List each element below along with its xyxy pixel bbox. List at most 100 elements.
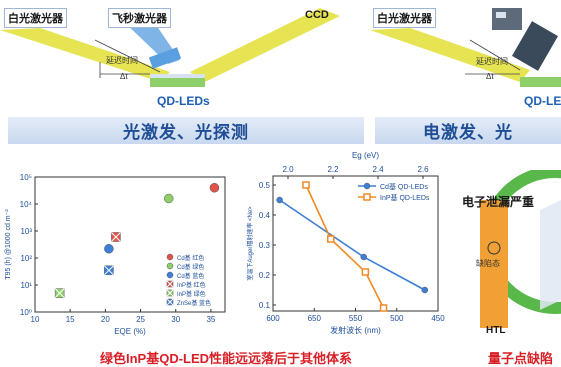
delay-arrow-line <box>94 39 161 73</box>
line-x-tick-label: 500 <box>390 314 404 323</box>
line-y-axis-label: 室温下Auger辐射速率 <Ne> <box>246 206 254 281</box>
defect-state-marker <box>487 241 501 255</box>
qd-led-device-right <box>520 77 561 87</box>
line-x-tick-label: 650 <box>308 314 322 323</box>
white-laser-label: 白光激光器 <box>4 8 67 28</box>
banner-electrical-text: 电激发、光 <box>423 123 513 142</box>
scatter-x-tick-label: 35 <box>206 315 215 324</box>
scatter-x-tick-label: 30 <box>171 315 180 324</box>
scatter-point <box>163 193 174 204</box>
right-delta-t-label: Δt <box>486 72 494 81</box>
scatter-legend-label: ZnSe基 蓝色 <box>177 299 211 307</box>
delta-t-label: Δt <box>120 72 128 81</box>
scatter-y-tick-label: 10² <box>20 254 32 263</box>
reflected-beam <box>190 8 340 82</box>
line-legend-label: Cd基 QD-LEDs <box>380 182 428 191</box>
line-point <box>421 286 429 294</box>
line-point <box>379 304 388 312</box>
line-y-tick-label: 0.1 <box>259 301 271 310</box>
bottom-right-title: 量子点缺陷 <box>488 351 554 366</box>
defect-state-label: 缺陷态 <box>476 259 500 268</box>
scatter-y-tick-label: 10⁴ <box>20 200 33 209</box>
bottom-left-title: 绿色InP基QD-LED性能远远落后于其他体系 <box>100 351 353 366</box>
scatter-x-tick-label: 15 <box>66 315 75 324</box>
scatter-legend-marker <box>166 262 174 270</box>
scatter-y-tick-label: 10³ <box>20 227 32 236</box>
fs-laser-label: 飞秒激光器 <box>108 8 171 28</box>
line-chart: Eg (eV) 2.0 2.2 2.4 2.6 600 650 550 500 450 发射波长 (… <box>246 151 445 335</box>
scatter-y-axis-label: T95 (h) @1000 cd m⁻² <box>5 209 12 280</box>
line-x-tick-label: 450 <box>431 314 445 323</box>
line-x-axis-label: 发射波长 (nm) <box>330 325 381 335</box>
qd-leds-label-left: QD-LEDs <box>157 94 210 108</box>
delay-time-label: 延迟时间 <box>106 56 138 65</box>
line-top-tick-label: 2.2 <box>327 165 339 174</box>
scatter-legend-marker <box>166 289 174 297</box>
scatter-legend-label: Cd基 红色 <box>177 254 204 262</box>
qd-led-device-left <box>150 77 205 87</box>
scatter-x-tick-label: 10 <box>31 315 40 324</box>
line-point <box>302 181 310 189</box>
line-y-tick-label: 0.3 <box>259 241 271 250</box>
line-point <box>276 196 283 204</box>
top-optics-illustration <box>0 8 561 87</box>
scatter-chart: 10 15 20 25 30 35 10⁰ 10¹ 10² 10³ 10⁴ 10⁵ EQE (%) T95… <box>5 173 226 336</box>
scatter-x-tick-label: 25 <box>136 315 145 324</box>
right-delay-time-label: 延迟时间 <box>476 57 508 66</box>
scatter-point <box>104 265 114 276</box>
scatter-point <box>104 244 114 254</box>
device-band-illustration <box>480 170 561 328</box>
line-series-path <box>305 184 385 309</box>
line-y-tick-label: 0.2 <box>259 271 271 280</box>
electron-leak-title: 电子泄漏严重 <box>462 195 535 209</box>
scatter-legend-marker <box>166 253 174 261</box>
line-point <box>327 235 335 243</box>
banner-optical-text: 光激发、光探测 <box>123 123 249 142</box>
white-laser-beam <box>0 28 170 82</box>
scatter-point <box>54 288 65 298</box>
line-top-tick-label: 2.0 <box>282 165 294 174</box>
scatter-y-tick-label: 10¹ <box>20 281 32 290</box>
line-top-axis-label: Eg (eV) <box>352 151 379 160</box>
line-legend-label: InP基 QD-LEDs <box>380 193 430 202</box>
scatter-point <box>111 232 121 242</box>
line-top-tick-label: 2.4 <box>372 165 384 174</box>
scatter-x-tick-label: 20 <box>101 315 110 324</box>
scatter-legend-marker <box>166 298 174 306</box>
line-legend: Cd基 QD-LEDs InP基 QD-LEDs <box>358 182 430 202</box>
line-y-tick-label: 0.4 <box>259 211 271 220</box>
scatter-plot-frame <box>34 176 226 313</box>
banner-optical-excitation: 光激发、光探测 <box>8 117 364 144</box>
scatter-point <box>209 182 220 193</box>
line-top-tick-label: 2.6 <box>417 165 429 174</box>
right-detector-box <box>492 8 522 30</box>
scatter-legend-label: InP基 红色 <box>177 281 206 289</box>
scatter-legend-label: InP基 绿色 <box>177 290 206 298</box>
qd-leds-label-right: QD-LE <box>524 94 561 108</box>
line-legend-marker <box>363 182 371 190</box>
scatter-legend-marker <box>166 271 174 279</box>
ccd-label: CCD <box>305 9 329 21</box>
scatter-legend-marker <box>166 280 174 288</box>
line-x-tick-label: 600 <box>266 314 280 323</box>
right-probe <box>512 21 558 71</box>
banner-electrical-excitation: 电激发、光 <box>375 117 561 144</box>
right-detector-screen <box>496 12 506 18</box>
fs-laser-head <box>148 47 182 69</box>
scatter-y-tick-label: 10⁵ <box>20 173 32 182</box>
line-point <box>361 268 370 276</box>
right-white-laser-label: 白光激光器 <box>373 8 436 28</box>
right-delay-arrow <box>469 39 521 71</box>
scatter-x-axis-label: EQE (%) <box>114 327 146 336</box>
scatter-legend-label: Cd基 绿色 <box>177 263 204 271</box>
scatter-legend-label: Cd基 蓝色 <box>177 272 204 280</box>
line-legend-marker <box>363 193 371 201</box>
line-point <box>360 253 367 261</box>
right-white-laser-beam <box>370 28 530 82</box>
qd-led-top-layer <box>150 74 205 78</box>
line-x-tick-label: 550 <box>349 314 363 323</box>
scatter-y-tick-label: 10⁰ <box>20 308 32 317</box>
htl-label: HTL <box>486 325 506 336</box>
line-plot-frame <box>272 175 439 312</box>
